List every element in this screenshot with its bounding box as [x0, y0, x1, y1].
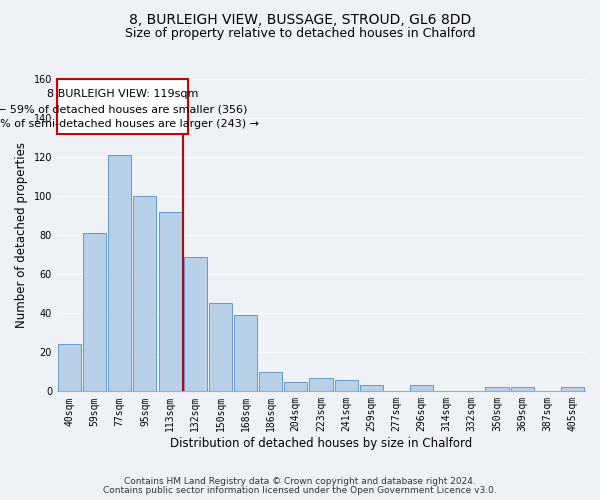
Text: Contains HM Land Registry data © Crown copyright and database right 2024.: Contains HM Land Registry data © Crown c… [124, 477, 476, 486]
Text: 8 BURLEIGH VIEW: 119sqm: 8 BURLEIGH VIEW: 119sqm [47, 90, 198, 100]
Text: 40% of semi-detached houses are larger (243) →: 40% of semi-detached houses are larger (… [0, 119, 259, 129]
Bar [410, 386, 433, 392]
Bar [485, 388, 509, 392]
Bar [284, 382, 307, 392]
Bar [158, 212, 182, 392]
Text: ← 59% of detached houses are smaller (356): ← 59% of detached houses are smaller (35… [0, 104, 248, 114]
Text: 8, BURLEIGH VIEW, BUSSAGE, STROUD, GL6 8DD: 8, BURLEIGH VIEW, BUSSAGE, STROUD, GL6 8… [129, 12, 471, 26]
Bar [58, 344, 81, 392]
Bar [359, 386, 383, 392]
Y-axis label: Number of detached properties: Number of detached properties [15, 142, 28, 328]
Text: Contains public sector information licensed under the Open Government Licence v3: Contains public sector information licen… [103, 486, 497, 495]
Bar [108, 155, 131, 392]
Bar [133, 196, 157, 392]
Bar [561, 388, 584, 392]
Text: Size of property relative to detached houses in Chalford: Size of property relative to detached ho… [125, 28, 475, 40]
Bar [310, 378, 332, 392]
Bar [184, 256, 207, 392]
Bar [234, 315, 257, 392]
FancyBboxPatch shape [57, 79, 188, 134]
Bar [209, 304, 232, 392]
Bar [335, 380, 358, 392]
Bar [259, 372, 282, 392]
X-axis label: Distribution of detached houses by size in Chalford: Distribution of detached houses by size … [170, 437, 472, 450]
Bar [83, 233, 106, 392]
Bar [511, 388, 534, 392]
